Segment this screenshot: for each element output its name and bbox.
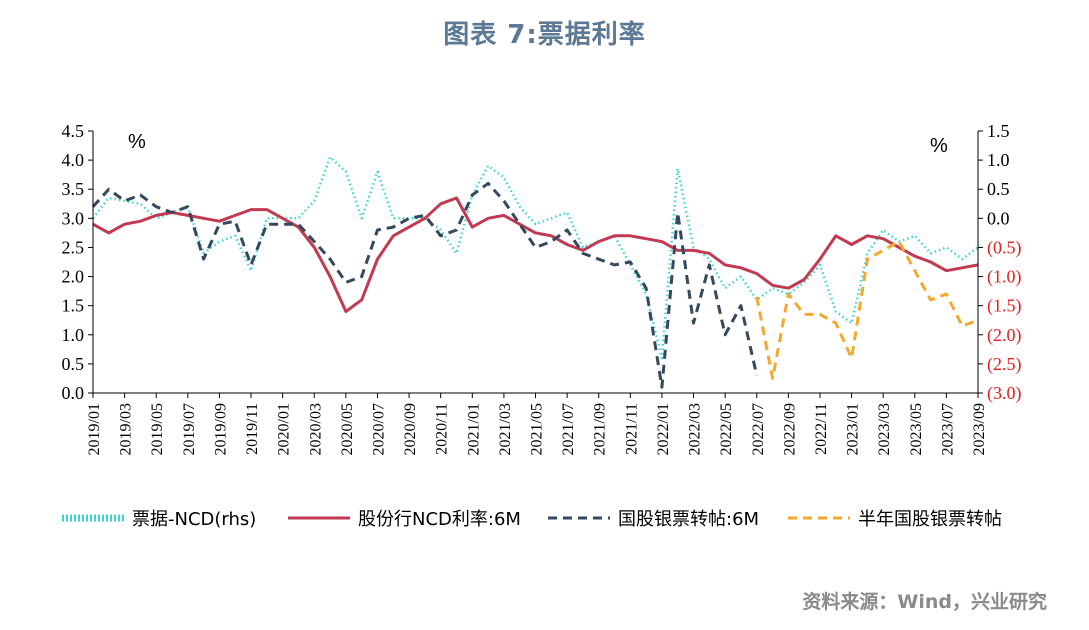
- x-tick-label: 2022/11: [813, 403, 830, 455]
- x-tick-label: 2023/03: [876, 403, 893, 455]
- x-tick-label: 2020/03: [307, 403, 324, 455]
- x-tick-label: 2021/11: [623, 403, 640, 455]
- left-axis-unit: %: [128, 131, 146, 153]
- legend-label-4: 半年国股银票转帖: [858, 509, 1002, 530]
- right-tick-label: 1.5: [987, 121, 1010, 141]
- x-tick-label: 2020/01: [276, 403, 293, 455]
- left-tick-label: 4.5: [62, 121, 85, 141]
- series-line-4: [755, 240, 979, 380]
- x-tick-label: 2020/07: [370, 403, 387, 455]
- source-note: 资料来源：Wind，兴业研究: [802, 591, 1047, 613]
- right-axis-unit: %: [930, 135, 948, 157]
- left-tick-label: 3.5: [62, 179, 85, 199]
- right-tick-label: 0.5: [987, 179, 1010, 199]
- x-tick-label: 2022/09: [781, 403, 798, 455]
- left-tick-label: 1.5: [62, 296, 85, 316]
- left-tick-label: 1.0: [62, 325, 85, 345]
- right-tick-label: (0.5): [987, 237, 1022, 258]
- left-tick-label: 2.0: [62, 267, 85, 287]
- x-tick-label: 2023/07: [939, 403, 956, 455]
- left-tick-label: 0.0: [62, 383, 85, 403]
- x-tick-label: 2023/05: [908, 403, 925, 455]
- legend-label-3: 国股银票转帖:6M: [618, 509, 759, 530]
- x-tick-label: 2021/01: [465, 403, 482, 455]
- legend-label-2: 股份行NCD利率:6M: [358, 509, 521, 530]
- x-tick-label: 2023/01: [845, 403, 862, 455]
- x-tick-label: 2019/11: [244, 403, 261, 455]
- x-tick-label: 2019/07: [181, 403, 198, 455]
- right-tick-label: (2.0): [987, 325, 1022, 346]
- x-tick-label: 2019/09: [212, 403, 229, 455]
- x-tick-label: 2020/09: [402, 403, 419, 455]
- right-tick-label: (1.5): [987, 296, 1022, 317]
- plot-area: [91, 155, 979, 389]
- right-tick-label: (2.5): [987, 354, 1022, 375]
- x-tick-label: 2022/05: [718, 403, 735, 455]
- left-tick-label: 0.5: [62, 354, 85, 374]
- x-tick-label: 2022/01: [655, 403, 672, 455]
- x-tick-label: 2021/05: [529, 403, 546, 455]
- x-tick-label: 2021/09: [592, 403, 609, 455]
- x-tick-label: 2023/09: [971, 403, 988, 455]
- x-tick-label: 2019/05: [149, 403, 166, 455]
- x-tick-label: 2019/03: [118, 403, 135, 455]
- x-tick-label: 2020/05: [339, 403, 356, 455]
- chart-title: 图表 7:票据利率: [443, 20, 646, 50]
- axes: 0.0 0.5 1.0 1.5 2.0 2.5 3.0 3.5 4.0 4.5 (3.0) (2.5)…: [62, 121, 1022, 455]
- left-tick-label: 3.0: [62, 208, 85, 228]
- series-line-1: [92, 155, 979, 360]
- x-tick-label: 2022/07: [750, 403, 767, 455]
- left-tick-label: 2.5: [62, 237, 85, 257]
- x-tick-label: 2021/07: [560, 403, 577, 455]
- legend-label-1: 票据-NCD(rhs): [132, 509, 256, 530]
- right-tick-label: 1.0: [987, 150, 1010, 170]
- legend: 票据-NCD(rhs) 股份行NCD利率:6M 国股银票转帖:6M 半年国股银票转帖: [62, 509, 1002, 530]
- x-tick-label: 2019/01: [86, 403, 103, 455]
- x-tick-label: 2021/03: [497, 403, 514, 455]
- series-line-2: [92, 196, 979, 313]
- right-tick-label: (3.0): [987, 383, 1022, 404]
- x-tick-label: 2020/11: [434, 403, 451, 455]
- series-line-3: [91, 181, 759, 389]
- x-tick-label: 2022/03: [687, 403, 704, 455]
- left-tick-label: 4.0: [62, 150, 85, 170]
- right-tick-label: (1.0): [987, 267, 1022, 288]
- right-tick-label: 0.0: [987, 208, 1010, 228]
